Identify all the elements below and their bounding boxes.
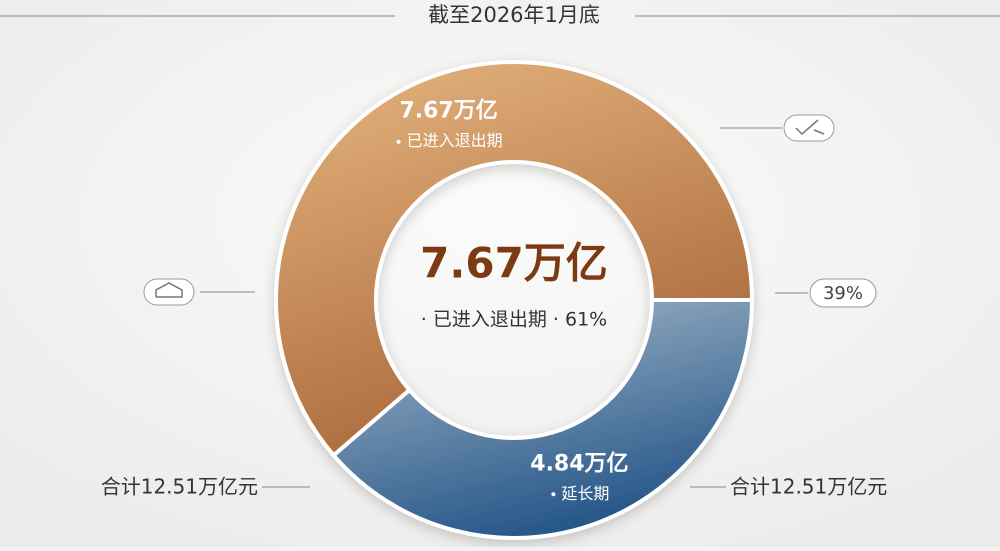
- donut-segment: [274, 60, 755, 459]
- callout-label: 39%: [823, 283, 863, 304]
- center-caption: · 已进入退出期 · 61%: [421, 309, 607, 331]
- check-icon: [720, 114, 835, 142]
- segment-category: 已进入退出期: [407, 131, 503, 150]
- bullet: [551, 492, 556, 497]
- segment-category: 延长期: [561, 484, 609, 503]
- house-icon: [143, 278, 255, 306]
- donut-segment: [330, 298, 755, 540]
- total-label: 合计12.51万亿元: [101, 475, 258, 499]
- center-value: 7.67万亿: [420, 239, 608, 288]
- segment-value: 7.67万亿: [399, 99, 497, 124]
- bullet: [396, 139, 401, 144]
- chart-title: 截至2026年1月底: [428, 3, 600, 27]
- donut: [274, 60, 755, 540]
- segment-value: 4.84万亿: [530, 451, 628, 476]
- total-label: 合计12.51万亿元: [730, 475, 887, 499]
- callout: 39%: [775, 278, 877, 308]
